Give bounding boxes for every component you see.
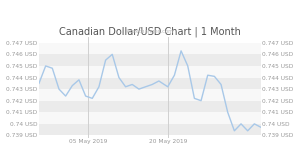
Bar (39, 43, 261, 54)
Bar (39, 101, 261, 112)
Text: forexchanges.com: forexchanges.com (126, 29, 174, 34)
Bar (39, 124, 261, 135)
Bar (39, 54, 261, 66)
Bar (39, 112, 261, 124)
Bar (39, 89, 261, 101)
Bar (39, 77, 261, 89)
Bar (39, 66, 261, 77)
Title: Canadian Dollar/USD Chart | 1 Month: Canadian Dollar/USD Chart | 1 Month (59, 26, 241, 37)
